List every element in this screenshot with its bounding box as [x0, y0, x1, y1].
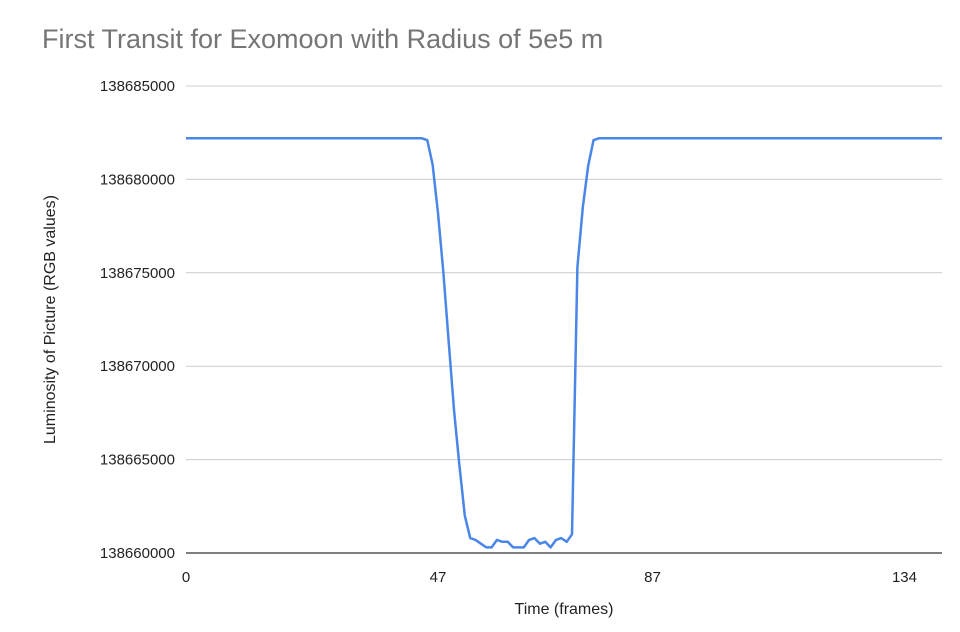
x-tick-label: 134: [892, 569, 917, 586]
y-tick-label: 138660000: [100, 545, 175, 562]
x-tick-label: 87: [644, 569, 661, 586]
y-tick-label: 138670000: [100, 358, 175, 375]
y-tick-label: 138675000: [100, 265, 175, 282]
x-tick-label: 0: [182, 569, 190, 586]
y-tick-label: 138685000: [100, 78, 175, 95]
y-axis-tick-labels: 138660000 138665000 138670000 138675000 1386…: [100, 78, 175, 562]
x-axis-tick-labels: 0 47 87 134: [182, 569, 917, 586]
y-tick-label: 138665000: [100, 452, 175, 469]
y-axis-title: Luminosity of Picture (RGB values): [42, 195, 59, 444]
x-axis-title: Time (frames): [515, 601, 614, 618]
y-tick-label: 138680000: [100, 171, 175, 188]
series-line: [186, 137, 942, 549]
gridlines: [186, 85, 942, 554]
chart-title: First Transit for Exomoon with Radius of…: [42, 24, 604, 54]
x-tick-label: 47: [430, 569, 447, 586]
